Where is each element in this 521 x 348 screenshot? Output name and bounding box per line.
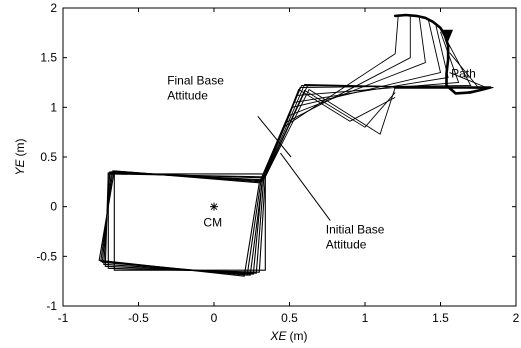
annotation-line: Path — [451, 67, 476, 81]
annotation-cm: CM — [203, 216, 222, 230]
annotation-leader-initial — [280, 152, 331, 221]
x-tick-label: -1 — [58, 311, 69, 325]
base-box — [113, 173, 266, 271]
annotation-line: Initial Base — [326, 222, 385, 236]
y-axis-label-unit: (m) — [13, 138, 27, 156]
y-tick-label: 0.5 — [40, 150, 57, 164]
path-line — [393, 13, 492, 95]
x-tick-label: 0.5 — [281, 311, 298, 325]
annotation-line: Final Base — [167, 73, 224, 87]
path-arrowhead — [443, 29, 454, 42]
cm-cross-d2 — [210, 203, 218, 211]
annotation-line: Attitude — [326, 237, 367, 251]
axis-ticks: -1 -0.5 0 0.5 1 1.5 2 -1 -0.5 0 0.5 1 1.5 2 — [36, 1, 519, 325]
x-tick-label: 1 — [362, 311, 369, 325]
y-tick-label: 2 — [50, 1, 57, 15]
annotation-path: Path — [451, 67, 476, 81]
x-tick-label: 2 — [513, 311, 520, 325]
base-box — [100, 170, 262, 276]
base-box — [103, 171, 263, 275]
y-axis-label-var: YE — [13, 159, 27, 176]
cm-marker — [210, 202, 218, 211]
plot-area — [62, 7, 517, 307]
arm-link — [260, 25, 449, 182]
x-tick-label: -0.5 — [128, 311, 149, 325]
annotation-line: Attitude — [167, 88, 208, 102]
y-tick-label: 1.5 — [40, 51, 57, 65]
arm-link — [264, 88, 396, 176]
x-axis-label-var: XE — [269, 329, 287, 343]
x-axis-label: XE (m) — [269, 329, 307, 343]
base-box — [98, 170, 260, 277]
arm-link — [264, 87, 396, 178]
annotation-line: CM — [203, 216, 222, 230]
y-tick-label: -0.5 — [36, 249, 57, 263]
y-tick-label: -1 — [46, 299, 57, 313]
annotation-leader-final — [257, 115, 292, 158]
x-axis-label-unit: (m) — [290, 329, 308, 343]
base-box — [104, 172, 265, 274]
x-tick-label: 0 — [211, 311, 218, 325]
base-boxes — [98, 170, 266, 277]
y-tick-label: 0 — [50, 200, 57, 214]
y-tick-label: 1 — [50, 100, 57, 114]
x-tick-label: 1.5 — [432, 311, 449, 325]
annotation-final: Final Base Attitude — [167, 73, 224, 102]
annotation-initial: Initial Base Attitude — [326, 222, 385, 251]
arm-link — [264, 89, 396, 177]
end-effector-path — [393, 13, 492, 95]
y-axis-label: YE (m) — [13, 138, 27, 175]
